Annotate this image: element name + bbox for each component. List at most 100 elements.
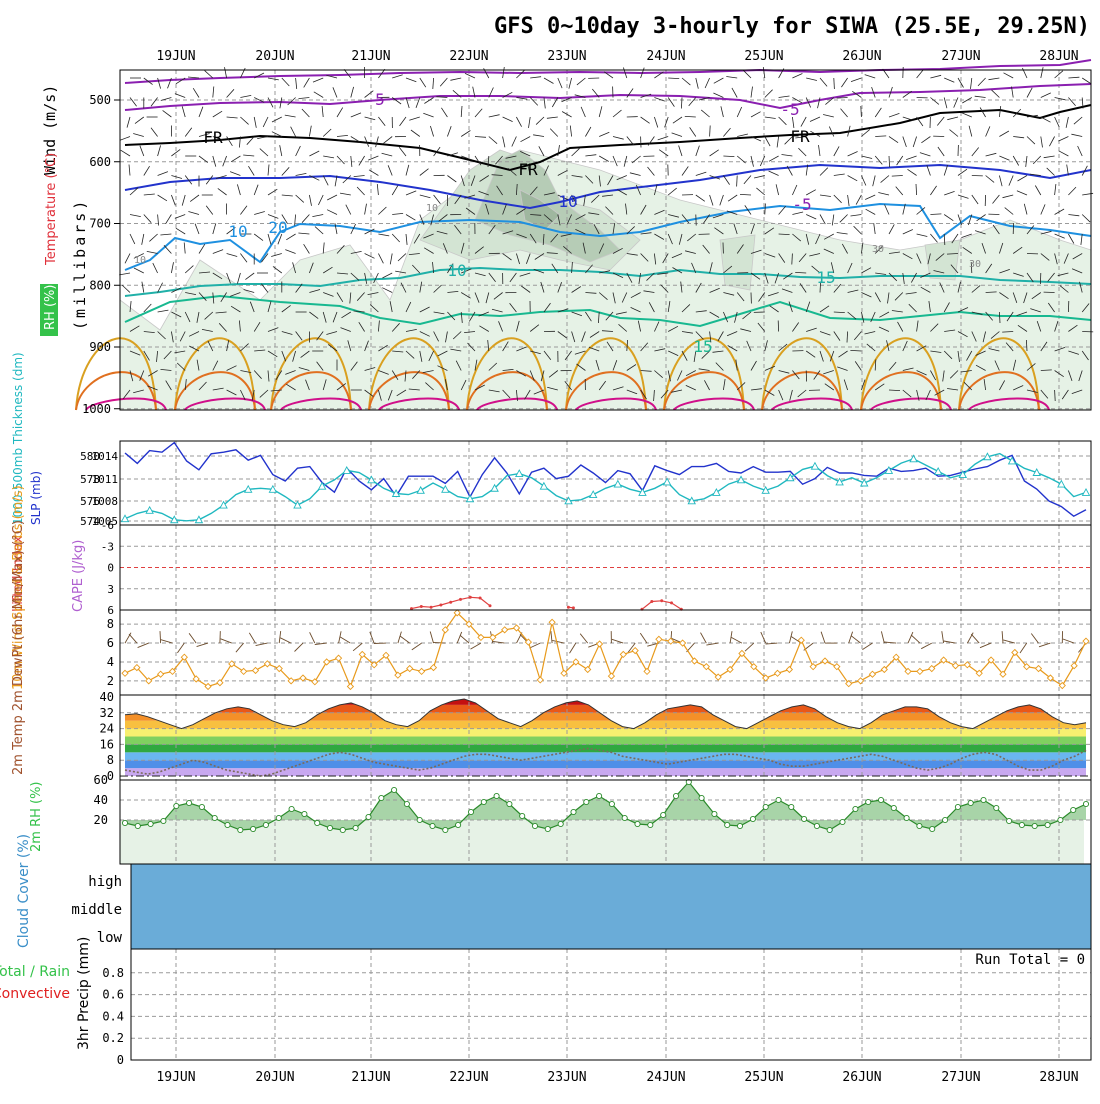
rh-point [943,817,948,822]
rh-point [597,793,602,798]
rh-point [1019,822,1024,827]
rh-shading [925,240,960,280]
rh-point [571,809,576,814]
lifted-index-tick-label: -3 [101,540,114,553]
rh-point [584,799,589,804]
contour-label: -5 [792,195,811,214]
temp-axis-label: 2m Temp 2m DewPt (6hr Min/Max) (°C) [11,520,26,775]
rh-point [1071,807,1076,812]
rh-point [1045,822,1050,827]
rh-point [289,806,294,811]
rh-axis-label: RH (%) [43,285,58,330]
date-label-bottom: 22JUN [449,1070,488,1085]
contour-label: 10 [228,222,247,241]
rh-point [174,803,179,808]
rh-point [340,827,345,832]
rh-point [545,826,550,831]
temp-tick-label: 40 [100,690,114,704]
rh-point [1083,801,1088,806]
rh-point [981,797,986,802]
lifted-index-point [420,605,423,608]
rh-point [891,805,896,810]
lifted-index-tick-label: 6 [107,604,114,617]
rh-point [827,827,832,832]
lifted-index-point [572,606,575,609]
temp-band [120,721,1091,729]
date-label-top: 23JUN [547,49,586,64]
rh-point [481,799,486,804]
rh-point [802,816,807,821]
upper-y-tick-label: 1000 [82,402,111,416]
rh-point [443,827,448,832]
contour-label: FR [203,128,223,147]
date-label-top: 25JUN [744,49,783,64]
rh-point [904,815,909,820]
slp-tick-label: 1008 [92,495,119,508]
date-label-top: 20JUN [255,49,294,64]
temp-band [120,729,1091,737]
rh-point [750,816,755,821]
rh-point [276,815,281,820]
date-label-bottom: 21JUN [351,1070,390,1085]
cloud-cover-fill [131,864,1091,949]
rh-point [507,801,512,806]
date-label-bottom: 27JUN [941,1070,980,1085]
date-label-top: 21JUN [351,49,390,64]
rh-point [199,804,204,809]
rh-point [622,815,627,820]
date-label-bottom: 24JUN [646,1070,685,1085]
temp-band [120,737,1091,745]
rh-point [353,825,358,830]
upper-y-tick-label: 800 [89,278,111,292]
rh-point [648,822,653,827]
lifted-index-point [469,596,472,599]
upper-y-tick-label: 700 [89,217,111,231]
rh-point [763,804,768,809]
temp-tick-label: 24 [100,722,114,736]
date-label-bottom: 23JUN [547,1070,586,1085]
contour-label: 10 [447,261,466,280]
temperature-axis-label: Temperature (°C) [44,153,59,266]
lifted-index-point [670,601,673,604]
wind-tick-label: 6 [107,636,114,650]
rh-point [251,826,256,831]
contour-label: 10 [426,203,438,214]
precip-tick-label: 0.2 [102,1031,124,1045]
date-label-bottom: 28JUN [1039,1070,1078,1085]
rh-point [955,804,960,809]
temp-tick-label: 8 [107,753,114,767]
rh-point [494,793,499,798]
rh-point [840,819,845,824]
lifted-index-point [449,601,452,604]
date-label-bottom: 20JUN [255,1070,294,1085]
rh-point [122,820,127,825]
rh-point [532,823,537,828]
wind-tick-label: 4 [107,655,114,669]
cape-axis-label: CAPE (J/kg) [71,540,86,612]
date-label-top: 22JUN [449,49,488,64]
rh-point [994,805,999,810]
contour-label: 10 [558,192,577,211]
slp-axis-label: SLP (mb) [29,471,43,525]
rh-point [404,801,409,806]
lifted-index-point [650,600,653,603]
rh-point [315,820,320,825]
wind-tick-label: 2 [107,674,114,688]
contour-label: 15 [693,337,712,356]
rh-point [161,818,166,823]
rh-point [699,795,704,800]
lifted-index-tick-label: 0 [107,562,114,575]
precip-total-label: Total / Rain [0,964,70,980]
rh-point [609,801,614,806]
contour-label: 30 [969,259,981,270]
contour-label: 15 [816,268,835,287]
rh-point [853,806,858,811]
rh-point [456,822,461,827]
rh-point [878,797,883,802]
precip-tick-label: 0.6 [102,988,124,1002]
date-label-top: 19JUN [156,49,195,64]
rh-point [776,797,781,802]
upper-y-tick-label: 600 [89,155,111,169]
